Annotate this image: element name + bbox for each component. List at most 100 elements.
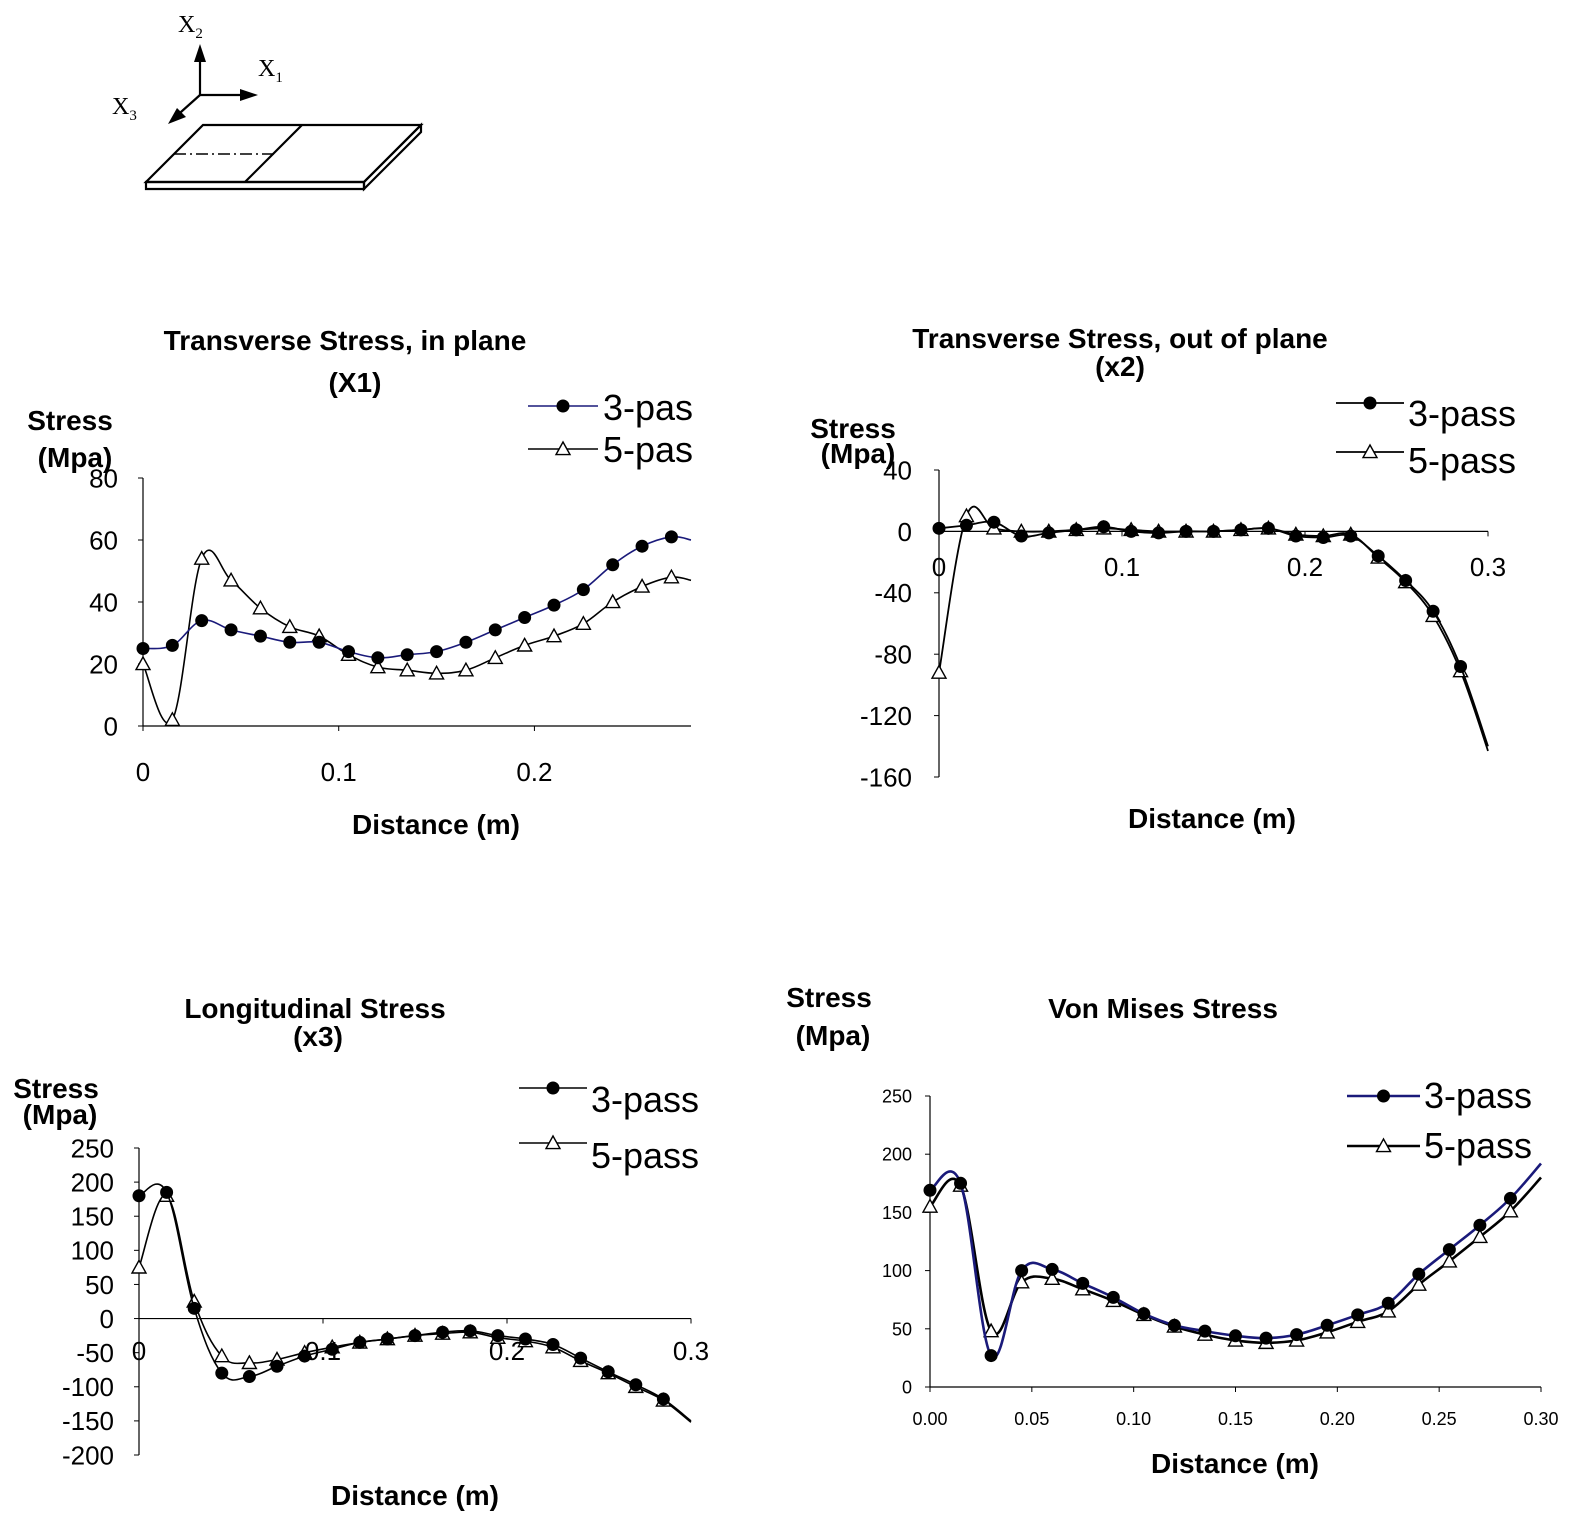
legend-marker-3-pass (1363, 396, 1377, 410)
data-point-3-pass (1069, 523, 1083, 537)
x-tick-label: 0.2 (516, 757, 552, 787)
data-point-3-pass (253, 629, 267, 643)
data-point-3-pass (1229, 1329, 1242, 1343)
legend: 3-pass 5-pass (519, 1079, 699, 1176)
data-point-3-pass (959, 518, 973, 532)
data-point-3-pass (1473, 1218, 1487, 1232)
x-tick-label: 0.30 (1523, 1409, 1558, 1429)
data-point-3-pass (629, 1378, 643, 1392)
data-point-5-pass (930, 664, 948, 679)
legend-label-5-pass: 5-pass (1424, 1125, 1532, 1166)
x-tick-label: 0.05 (1014, 1409, 1049, 1429)
legend: 3-pass 5-pass (1347, 1075, 1532, 1166)
x-tick-label: 0.25 (1422, 1409, 1457, 1429)
y-tick-label: 40 (89, 587, 118, 617)
series-line-3-pass (929, 1162, 1542, 1359)
x-tick-label: 0.2 (1287, 552, 1323, 582)
y-axis-label-line-1: Stress (27, 405, 113, 436)
data-point-3-pass (408, 1329, 422, 1343)
y-tick-label: 20 (89, 649, 118, 679)
data-point-3-pass (1412, 1267, 1426, 1281)
data-point-3-pass (342, 645, 355, 659)
y-tick-label: -150 (62, 1406, 114, 1436)
data-point-3-pass (1015, 1264, 1029, 1278)
data-point-5-pass (545, 627, 563, 643)
x-tick-label: 0.00 (912, 1409, 947, 1429)
x-tick-label: 0.10 (1116, 1409, 1151, 1429)
data-point-3-pass (576, 583, 590, 597)
data-point-5-pass (1441, 1252, 1458, 1268)
data-point-3-pass (1106, 1290, 1120, 1304)
series-line-5-pass (938, 505, 1489, 752)
y-axis-label-line-1: Stress (13, 1073, 99, 1104)
data-point-5-pass (633, 578, 651, 593)
data-point-3-pass (1137, 1307, 1151, 1321)
data-point-3-pass (1198, 1324, 1212, 1338)
data-point-3-pass (987, 515, 1001, 529)
y-tick-label: -120 (860, 701, 912, 731)
y-tick-label: -100 (62, 1372, 114, 1402)
y-tick-label: 200 (71, 1167, 114, 1197)
legend-label-3-pass: 3-pass (1424, 1075, 1532, 1116)
y-axis-label-line-1: Stress (810, 413, 896, 444)
data-point-3-pass (635, 539, 649, 553)
y-tick-label: 50 (85, 1270, 114, 1300)
chart-longitudinal: Longitudinal Stress (x3) Stress (Mpa) Di… (13, 993, 709, 1511)
legend-label-5-pass: 5-pass (1408, 440, 1516, 481)
data-point-5-pass (1044, 1270, 1061, 1286)
x-axis-label: Distance (m) (1128, 803, 1296, 834)
data-point-3-pass (932, 521, 946, 535)
legend-marker-3-pass (556, 399, 570, 413)
legend: 3-pass 5-pass (1336, 393, 1516, 481)
x-axis-label: Distance (m) (1151, 1448, 1319, 1479)
data-point-3-pass (656, 1392, 670, 1406)
data-point-3-pass (546, 1337, 560, 1351)
data-point-5-pass (1410, 1276, 1427, 1291)
series-3-pass (132, 1183, 692, 1422)
x3-arrowhead (168, 108, 186, 124)
data-point-3-pass (430, 645, 444, 659)
series-line-5-pass (138, 1194, 692, 1423)
x-tick-label: 0.15 (1218, 1409, 1253, 1429)
x-tick-label: 0 (932, 552, 946, 582)
data-point-3-pass (1399, 574, 1413, 588)
data-point-5-pass (213, 1347, 230, 1363)
data-point-3-pass (984, 1349, 998, 1363)
data-point-5-pass (193, 550, 210, 565)
data-point-3-pass (1179, 524, 1193, 538)
series-line-3-pass (142, 535, 692, 659)
data-point-5-pass (1502, 1202, 1519, 1218)
series-5-pass (921, 1176, 1542, 1350)
y-tick-label: 0 (104, 711, 118, 741)
y-axis-label-line-1: Stress (786, 982, 872, 1013)
y-tick-label: 250 (71, 1133, 114, 1163)
data-point-3-pass (1152, 526, 1166, 540)
chart-title-line-2: (x2) (1095, 351, 1145, 382)
chart-title-line-1: Transverse Stress, in plane (164, 325, 527, 356)
data-point-3-pass (1289, 529, 1303, 543)
data-point-3-pass (1234, 523, 1248, 537)
data-point-3-pass (1426, 604, 1440, 618)
data-point-3-pass (1167, 1318, 1181, 1332)
data-point-3-pass (664, 530, 678, 544)
x-tick-label: 0.20 (1320, 1409, 1355, 1429)
legend-marker-3-pass (546, 1081, 560, 1095)
x1-label: X1 (258, 56, 283, 86)
y-axis-label-line-2: (Mpa) (38, 442, 113, 473)
x3-label: X3 (112, 94, 137, 124)
chart-title-line-1: Longitudinal Stress (184, 993, 445, 1024)
data-point-3-pass (923, 1183, 937, 1197)
data-point-3-pass (1042, 526, 1056, 540)
legend-marker-3-pass (1377, 1089, 1390, 1103)
series-3-pass (923, 1162, 1542, 1363)
x-tick-label: 0.1 (1104, 552, 1140, 582)
y-tick-label: -40 (874, 578, 912, 608)
y-tick-label: 0 (902, 1377, 912, 1397)
data-point-5-pass (457, 661, 475, 677)
plate-side-face (144, 180, 366, 191)
plate-end-face (362, 122, 423, 192)
y-tick-label: 80 (89, 463, 118, 493)
data-point-3-pass (380, 1332, 394, 1346)
series-5-pass (134, 549, 692, 727)
series-line-3-pass (938, 520, 1489, 747)
